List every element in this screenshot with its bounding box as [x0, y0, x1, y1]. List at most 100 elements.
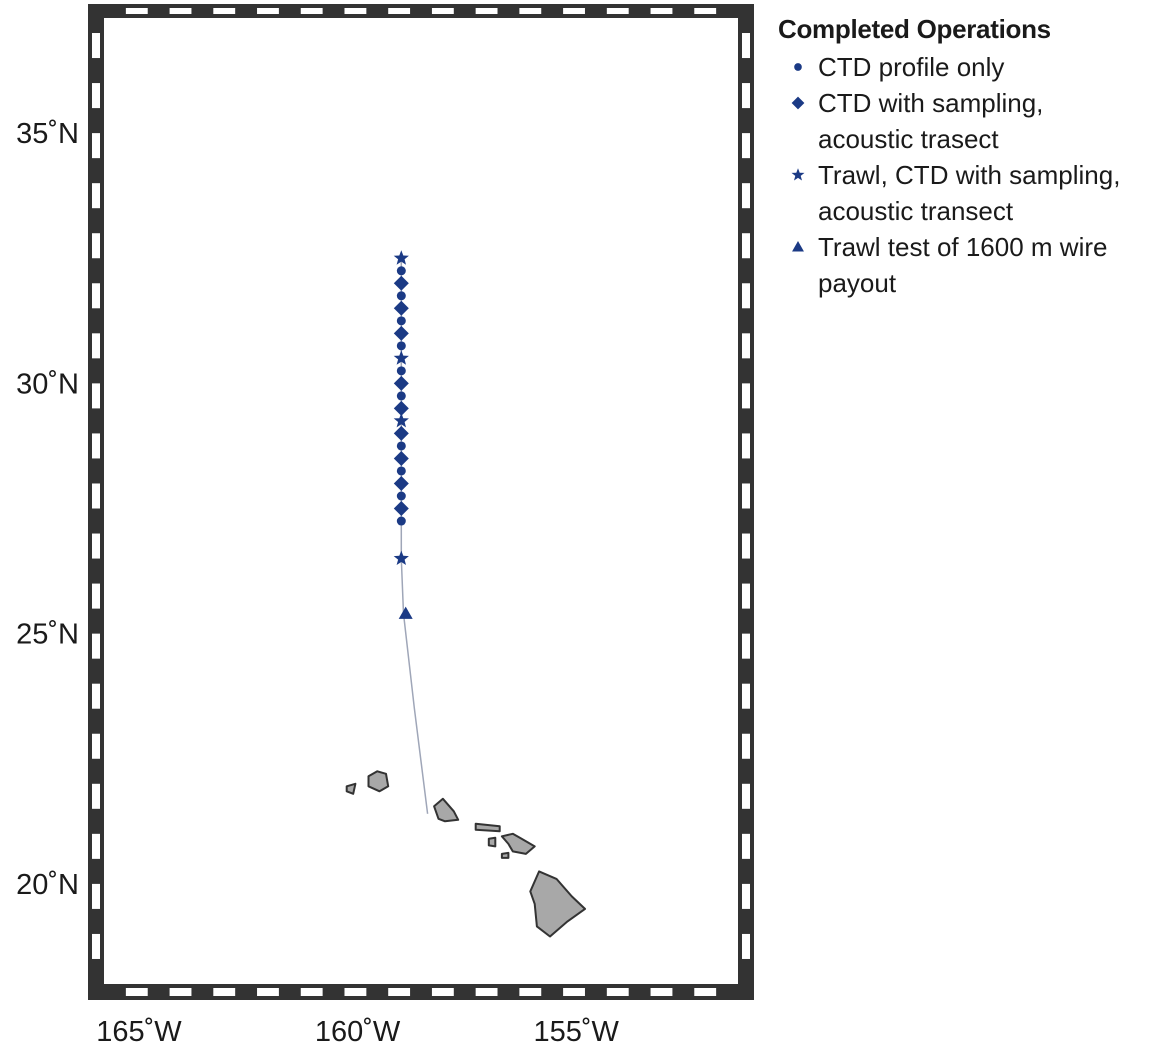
legend-label: CTD profile only [818, 49, 1163, 85]
island-molokai [474, 822, 501, 833]
legend-triangle-mark [792, 241, 804, 252]
frame-segment [92, 833, 100, 859]
legend-label: Trawl, CTD with sampling, acoustic transe… [818, 157, 1163, 229]
frame-segment [742, 333, 750, 359]
hawaiian-islands [345, 770, 586, 938]
frame-segment [742, 583, 750, 609]
frame-segment [92, 483, 100, 509]
frame-segment [475, 8, 498, 14]
legend-label-line: Trawl test of 1600 m wire [818, 232, 1108, 262]
axis-tick-labels: 165˚W 160˚W 155˚W 35˚N 30˚N 25˚N 20˚N [16, 118, 619, 1048]
frame-segment [257, 988, 279, 996]
station-dot-marker [396, 391, 406, 401]
station-diamond-marker [393, 425, 409, 441]
frame-segment [694, 988, 717, 996]
frame-segment [92, 783, 100, 809]
frame-segment [125, 8, 148, 14]
frame-segment [742, 483, 750, 509]
frame-segment [742, 183, 750, 209]
legend: Completed Operations CTD profile only CTD… [778, 14, 1163, 301]
frame-segment [92, 883, 100, 909]
island-kauai [367, 770, 390, 793]
legend-diamond-mark [791, 96, 805, 110]
station-markers [393, 250, 413, 619]
station-dot-marker [396, 366, 406, 376]
island-maui [500, 832, 536, 855]
frame-segment [742, 883, 750, 909]
frame-segment [92, 733, 100, 759]
frame-segment [92, 283, 100, 309]
frame-segment [742, 283, 750, 309]
legend-label-line: acoustic transect [818, 196, 1014, 226]
frame-segment [92, 933, 100, 959]
frame-segment [431, 988, 454, 996]
lat-tick-label: 30˚N [16, 368, 79, 400]
frame-segment [606, 8, 629, 14]
lon-tick-label: 160˚W [315, 1016, 401, 1048]
frame-segment [694, 8, 717, 14]
frame-segment [300, 988, 323, 996]
station-triangle-marker [398, 606, 413, 619]
frame-segment [742, 633, 750, 659]
frame-segment [742, 433, 750, 459]
frame-segment [650, 8, 673, 14]
frame-segment [742, 833, 750, 859]
legend-label-line: CTD with sampling, [818, 88, 1044, 118]
station-dot-marker [396, 341, 406, 351]
legend-star-mark [791, 168, 805, 181]
frame-segment [300, 8, 323, 14]
frame-segment [606, 988, 629, 996]
frame-segment [213, 8, 236, 14]
legend-items: CTD profile only CTD with sampling, acoust… [778, 49, 1163, 301]
legend-label-line: Trawl, CTD with sampling, [818, 160, 1121, 190]
frame-segment [742, 383, 750, 409]
diamond-icon [778, 85, 818, 121]
map-area [104, 18, 738, 984]
lat-tick-label: 35˚N [16, 118, 79, 150]
frame-segment [169, 8, 192, 14]
frame-segment [213, 988, 236, 996]
station-star-marker [393, 250, 409, 265]
frame-segment [169, 988, 192, 996]
frame-segment [92, 233, 100, 259]
island-niihau [345, 782, 357, 795]
station-star-marker [393, 350, 409, 365]
legend-label-line: payout [818, 268, 897, 298]
frame-segment [742, 83, 750, 109]
frame-segment [742, 733, 750, 759]
lon-tick-label: 155˚W [534, 1016, 620, 1048]
frame-segment [344, 8, 367, 14]
frame-segment [519, 8, 542, 14]
lat-tick-label: 25˚N [16, 619, 79, 651]
lon-tick-label: 165˚W [96, 1016, 182, 1048]
frame-segment [92, 533, 100, 559]
legend-item-dot: CTD profile only [778, 49, 1163, 85]
station-diamond-marker [393, 325, 409, 341]
station-diamond-marker [393, 275, 409, 291]
legend-item-diamond: CTD with sampling, acoustic trasect [778, 85, 1163, 157]
legend-item-star: Trawl, CTD with sampling, acoustic transe… [778, 157, 1163, 229]
station-dot-marker [396, 491, 406, 501]
frame-segment [742, 533, 750, 559]
frame-segment [92, 683, 100, 709]
frame-segment [344, 988, 367, 996]
triangle-icon [778, 229, 818, 265]
frame-segment [431, 8, 454, 14]
frame-segment [92, 83, 100, 109]
legend-label: Trawl test of 1600 m wire payout [818, 229, 1163, 301]
legend-title: Completed Operations [778, 14, 1051, 44]
station-star-marker [393, 412, 409, 428]
map-frame [88, 4, 754, 1000]
frame-segment [475, 988, 498, 996]
frame-segment [742, 933, 750, 959]
frame-segment [92, 583, 100, 609]
legend-label-line: acoustic trasect [818, 124, 999, 154]
station-diamond-marker [393, 300, 409, 316]
station-dot-marker [396, 516, 406, 526]
frame-segment [92, 183, 100, 209]
island-oahu [433, 797, 460, 823]
frame-segment [388, 988, 411, 996]
frame-segment [92, 333, 100, 359]
station-diamond-marker [393, 501, 409, 517]
frame-segment [92, 433, 100, 459]
